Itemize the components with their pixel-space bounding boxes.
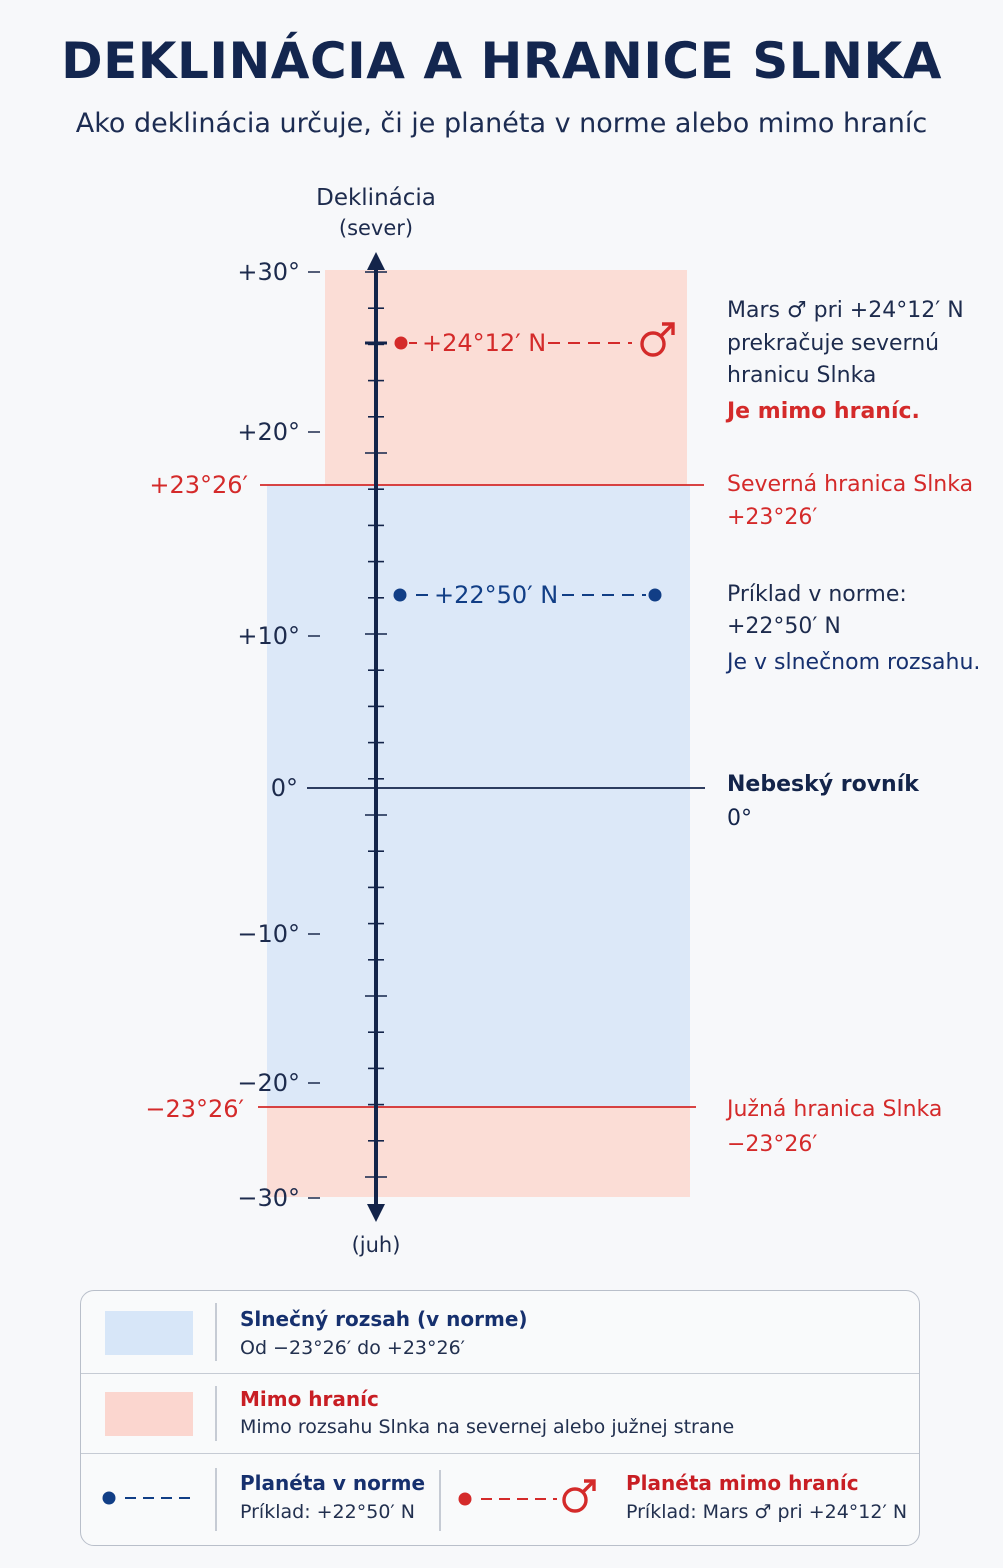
tick-label-minus10: −10° <box>237 920 300 948</box>
in-range-swatch <box>105 1311 193 1355</box>
axis-title-line1: Deklinácia <box>316 185 436 211</box>
planet-in-range-icon <box>102 1491 197 1505</box>
tick-label-plus10: +10° <box>237 622 300 650</box>
mars-verdict: Je mimo hraníc. <box>725 399 920 424</box>
north-boundary-annotation-line1: Severná hranica Slnka <box>727 472 973 497</box>
axis-arrow-up <box>367 252 385 270</box>
normal-annotation-line1: Príklad v norme: <box>727 582 907 607</box>
in-range-zone <box>267 485 690 1107</box>
out-of-bounds-zone-south <box>267 1107 690 1197</box>
mars-annotation-line3: hranicu Slnka <box>727 363 876 388</box>
axis-title-line2: (sever) <box>339 216 413 240</box>
normal-annotation-line2: +22°50′ N <box>727 614 841 639</box>
normal-end-dot <box>648 588 662 602</box>
south-boundary-label: −23°26′ <box>145 1095 244 1123</box>
planet-out-icon <box>458 1479 596 1513</box>
legend-out-desc: Mimo rozsahu Slnka na severnej alebo juž… <box>240 1416 735 1438</box>
tick-label-zero: 0° <box>271 774 298 802</box>
equator-annotation-line2: 0° <box>727 806 752 831</box>
legend-out-title: Mimo hraníc <box>240 1387 379 1411</box>
mars-annotation-line2: prekračuje severnú <box>727 331 939 356</box>
south-boundary-annotation-line2: −23°26′ <box>727 1132 817 1157</box>
legend-row-in-range: Slnečný rozsah (v norme) Od −23°26′ do +… <box>81 1291 919 1374</box>
mars-dot <box>394 336 408 350</box>
legend-in-range-title: Slnečný rozsah (v norme) <box>240 1307 528 1331</box>
tick-label-minus20: −20° <box>237 1069 300 1097</box>
normal-declination-label: +22°50′ N <box>434 581 558 609</box>
legend-planet-in-desc: Príklad: +22°50′ N <box>240 1501 415 1523</box>
north-boundary-annotation-line2: +23°26′ <box>727 505 817 530</box>
declination-diagram: Deklinácia (sever) (juh) +30° +20° +10° … <box>145 185 980 1257</box>
equator-annotation-line1: Nebeský rovník <box>727 772 920 797</box>
mars-declination-label: +24°12′ N <box>422 329 546 357</box>
legend-in-range-desc: Od −23°26′ do +23°26′ <box>240 1337 465 1359</box>
legend-row-out-of-bounds: Mimo hraníc Mimo rozsahu Slnka na severn… <box>81 1374 919 1454</box>
normal-verdict: Je v slnečnom rozsahu. <box>725 650 980 675</box>
south-boundary-annotation-line1: Južná hranica Slnka <box>725 1097 942 1122</box>
north-boundary-label: +23°26′ <box>149 471 248 499</box>
legend-divider <box>215 1468 217 1531</box>
legend: Slnečný rozsah (v norme) Od −23°26′ do +… <box>80 1290 920 1546</box>
normal-dot <box>393 588 407 602</box>
page-title: DEKLINÁCIA A HRANICE SLNKA <box>61 32 942 90</box>
legend-planet-out-desc: Príklad: Mars ♂ pri +24°12′ N <box>626 1501 908 1523</box>
axis-bottom-label: (juh) <box>352 1233 401 1257</box>
axis-arrow-down <box>367 1204 385 1222</box>
out-of-bounds-zone-north <box>325 270 687 485</box>
out-of-bounds-swatch <box>105 1392 193 1436</box>
legend-row-planets: Planéta v norme Príklad: +22°50′ N Plané… <box>81 1454 919 1545</box>
tick-label-dashes <box>308 271 320 1199</box>
tick-label-plus20: +20° <box>237 418 300 446</box>
page-subtitle: Ako deklinácia určuje, či je planéta v n… <box>75 108 928 139</box>
legend-divider-inner <box>439 1470 441 1531</box>
mars-symbol-icon <box>640 322 675 357</box>
tick-label-plus30: +30° <box>237 258 300 286</box>
legend-divider <box>215 1303 217 1361</box>
tick-label-minus30: −30° <box>237 1184 300 1212</box>
legend-planet-in-title: Planéta v norme <box>240 1471 426 1495</box>
mars-annotation-line1: Mars ♂ pri +24°12′ N <box>727 298 964 323</box>
legend-divider <box>215 1386 217 1441</box>
legend-planet-out-title: Planéta mimo hraníc <box>626 1471 859 1495</box>
